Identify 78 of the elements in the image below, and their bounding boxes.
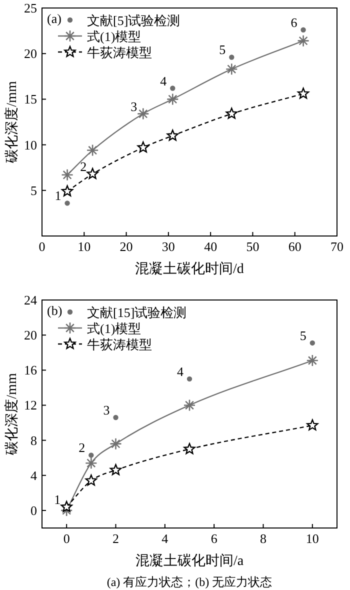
x-tick-label: 30: [162, 239, 175, 254]
point: [229, 54, 234, 60]
point: [110, 438, 122, 450]
annotation: 5: [219, 42, 226, 58]
annotation: 3: [130, 98, 138, 114]
point: [166, 130, 178, 141]
annotation: 3: [103, 402, 110, 418]
y-tick-label: 24: [24, 292, 38, 308]
legend-label: 式(1)模型: [87, 321, 142, 336]
y-axis-title: 碳化深度/mm: [4, 81, 20, 164]
x-tick-label: 40: [204, 239, 218, 254]
point: [297, 88, 310, 99]
legend-label: 牛荻涛模型: [87, 45, 152, 60]
annotation: 1: [54, 188, 62, 204]
x-tick-label: 60: [288, 239, 302, 254]
point: [60, 500, 72, 512]
text: (a) 有应力状态；(b) 无应力状态: [106, 575, 272, 589]
point: [226, 108, 238, 119]
point: [297, 34, 310, 47]
y-tick-label: 12: [24, 398, 37, 413]
point: [61, 168, 74, 182]
point: [184, 442, 196, 454]
legend-label: 文献[5]试验检测: [87, 13, 180, 28]
x-tick-label: 10: [306, 531, 319, 546]
point: [136, 108, 150, 120]
annotation: (b): [47, 303, 62, 318]
legend-label: 牛荻涛模型: [87, 337, 152, 352]
y-tick-label: 8: [30, 432, 37, 448]
x-axis-title: 混凝土碳化时间/a: [135, 553, 244, 569]
point: [306, 354, 319, 367]
point: [61, 185, 74, 196]
x-tick-label: 2: [112, 531, 119, 546]
x-tick-label: 6: [210, 531, 218, 546]
annotation: 4: [160, 73, 168, 88]
x-tick-label: 4: [162, 531, 169, 546]
x-tick-label: 70: [330, 239, 344, 254]
point: [110, 464, 122, 476]
y-tick-label: 5: [30, 182, 37, 198]
x-axis-title: 混凝土碳化时间/d: [135, 261, 244, 277]
x-tick-label: 8: [260, 531, 266, 546]
y-tick-label: 20: [24, 328, 37, 343]
annotation: 1: [54, 492, 61, 507]
y-tick-label: 16: [24, 362, 38, 378]
y-tick-label: 25: [24, 0, 37, 16]
point: [166, 93, 179, 106]
point: [86, 144, 99, 156]
y-tick-label: 20: [24, 46, 37, 62]
point: [183, 399, 196, 412]
y-tick-label: 10: [24, 137, 37, 152]
point: [113, 414, 118, 420]
point: [86, 168, 98, 180]
legend-label: 式(1)模型: [87, 29, 142, 44]
y-tick-label: 0: [30, 502, 37, 518]
y-axis-title: 碳化深度/mm: [4, 373, 20, 456]
annotation: (a): [47, 11, 62, 26]
x-tick-label: 20: [120, 239, 133, 254]
point: [310, 340, 316, 346]
point: [137, 141, 149, 153]
point: [85, 474, 97, 486]
point: [88, 452, 94, 458]
y-tick-label: 4: [30, 468, 38, 483]
annotation: 4: [177, 364, 184, 379]
annotation: 5: [300, 328, 306, 343]
legend-label: 文献[15]试验检测: [87, 305, 187, 320]
point: [64, 200, 70, 206]
annotation: 2: [78, 440, 86, 456]
point: [186, 376, 192, 382]
point: [170, 86, 176, 91]
point: [300, 27, 306, 32]
point: [306, 419, 318, 430]
point: [225, 62, 238, 76]
x-tick-label: 0: [63, 531, 70, 546]
annotation: 2: [80, 158, 87, 174]
x-tick-label: 50: [246, 239, 260, 254]
point: [85, 456, 98, 470]
y-tick-label: 15: [24, 92, 37, 107]
x-tick-label: 10: [78, 239, 91, 254]
annotation: 6: [290, 14, 298, 30]
